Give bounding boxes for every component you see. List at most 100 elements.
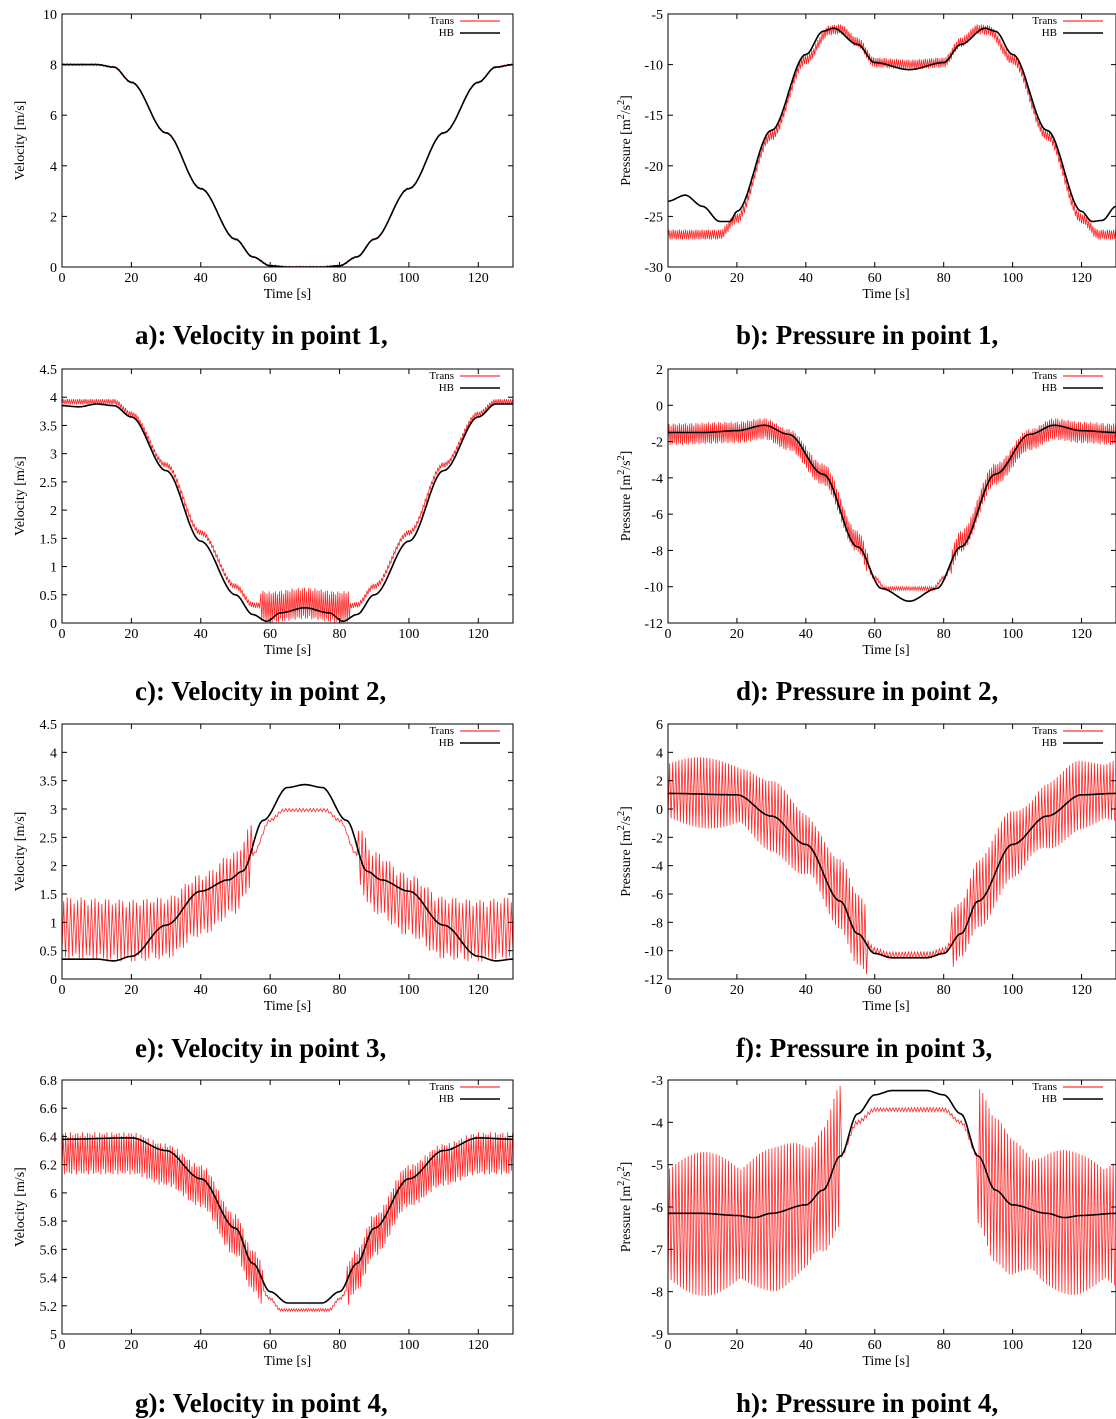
x-tick-label: 20 xyxy=(730,1338,744,1353)
x-tick-label: 60 xyxy=(263,1338,277,1353)
y-tick-label: 1.5 xyxy=(40,532,58,547)
x-tick-label: 100 xyxy=(398,1338,419,1353)
y-axis-label: Velocity [m/s] xyxy=(13,101,28,181)
chart-panel-0: 0 20 40 60 80 100 120 0 2 4 6 8 10 Time [s] Velocity [… xyxy=(13,8,514,302)
y-axis-label: Pressure [m2/s2] xyxy=(616,1162,634,1253)
y-tick-label: 6.4 xyxy=(40,1130,58,1145)
legend-label-hb: HB xyxy=(1042,737,1057,749)
plot-frame xyxy=(667,13,1116,268)
x-tick-label: 100 xyxy=(398,983,419,998)
y-tick-label: 6 xyxy=(50,109,57,124)
y-tick-label: -3 xyxy=(651,1074,663,1089)
series-line-trans xyxy=(668,1085,1115,1296)
chart-panel-3: 0 20 40 60 80 100 120 -12 -10 -8 -6 -4 -2 0 2 Time [s] P… xyxy=(616,363,1116,658)
chart-panel-1: 0 20 40 60 80 100 120 -30 -25 -20 -15 -10 -5 Time [s]… xyxy=(616,8,1116,302)
y-tick-label: 4 xyxy=(50,746,57,761)
chart-panel-4: 0 20 40 60 80 100 120 0 0.5 1 1.5 2 2.5 3 3.5 4 4.5 Time … xyxy=(13,718,514,1014)
y-tick-label: -4 xyxy=(651,860,663,875)
x-tick-label: 80 xyxy=(333,271,347,286)
y-tick-label: -6 xyxy=(651,888,663,903)
y-tick-label: 3 xyxy=(50,448,57,463)
legend-label-trans: Trans xyxy=(1032,15,1057,27)
y-tick-label: 1 xyxy=(50,916,57,931)
x-axis-label: Time [s] xyxy=(264,999,311,1014)
plot-area xyxy=(62,62,513,267)
y-tick-label: 2.5 xyxy=(40,831,58,846)
x-tick-label: 0 xyxy=(665,271,672,286)
series-line-hb xyxy=(62,783,513,962)
x-tick-label: 20 xyxy=(730,271,744,286)
y-tick-label: 5 xyxy=(50,1328,57,1343)
legend-label-hb: HB xyxy=(1042,382,1057,394)
x-axis-label: Time [s] xyxy=(264,643,311,658)
y-tick-label: -6 xyxy=(651,1201,663,1216)
x-axis-label: Time [s] xyxy=(862,999,909,1014)
series-line-trans xyxy=(668,757,1115,975)
plot-frame xyxy=(61,368,514,624)
legend-label-hb: HB xyxy=(439,737,454,749)
y-tick-label: 8 xyxy=(50,59,57,74)
y-tick-label: -2 xyxy=(651,436,663,451)
x-tick-label: 80 xyxy=(333,627,347,642)
legend-label-trans: Trans xyxy=(429,15,454,27)
x-tick-label: 0 xyxy=(665,1338,672,1353)
y-tick-label: 2 xyxy=(50,210,57,225)
x-axis-label: Time [s] xyxy=(862,1354,909,1369)
x-tick-label: 0 xyxy=(59,271,66,286)
x-tick-label: 20 xyxy=(730,983,744,998)
y-tick-label: 4 xyxy=(656,746,663,761)
y-tick-label: -6 xyxy=(651,508,663,523)
y-tick-label: -4 xyxy=(651,472,663,487)
x-tick-label: 120 xyxy=(1071,983,1092,998)
y-tick-label: 0 xyxy=(656,803,663,818)
legend-label-hb: HB xyxy=(1042,27,1057,39)
y-tick-label: 2 xyxy=(50,504,57,519)
series-line-trans xyxy=(62,62,513,267)
x-tick-label: 0 xyxy=(59,983,66,998)
x-tick-label: 80 xyxy=(937,271,951,286)
legend-label-trans: Trans xyxy=(1032,725,1057,737)
y-tick-label: 5.8 xyxy=(40,1215,58,1230)
y-tick-label: -15 xyxy=(644,109,663,124)
x-axis-label: Time [s] xyxy=(264,1354,311,1369)
y-tick-label: -12 xyxy=(644,617,663,632)
series-line-hb xyxy=(668,27,1116,223)
y-tick-label: -12 xyxy=(644,973,663,988)
x-tick-label: 100 xyxy=(1002,271,1023,286)
x-tick-label: 0 xyxy=(665,627,672,642)
x-tick-label: 60 xyxy=(868,983,882,998)
y-tick-label: -10 xyxy=(644,581,663,596)
x-tick-label: 80 xyxy=(333,983,347,998)
y-tick-label: 6 xyxy=(656,718,663,733)
y-tick-label: 6.6 xyxy=(40,1102,58,1117)
x-tick-label: 40 xyxy=(799,627,813,642)
x-axis-label: Time [s] xyxy=(264,287,311,302)
legend-label-trans: Trans xyxy=(1032,370,1057,382)
plot-area xyxy=(668,757,1116,975)
x-tick-label: 20 xyxy=(124,627,138,642)
y-tick-label: -10 xyxy=(644,59,663,74)
y-tick-label: 2 xyxy=(656,363,663,378)
y-axis-label: Velocity [m/s] xyxy=(13,456,28,536)
plot-frame xyxy=(61,1079,514,1335)
y-tick-label: 4 xyxy=(50,391,57,406)
plot-area xyxy=(62,783,513,962)
x-tick-label: 60 xyxy=(868,627,882,642)
y-tick-label: -4 xyxy=(651,1116,663,1131)
legend-label-hb: HB xyxy=(1042,1093,1057,1105)
series-line-trans xyxy=(668,418,1116,592)
y-tick-label: 0.5 xyxy=(40,945,58,960)
x-tick-label: 40 xyxy=(799,983,813,998)
series-line-hb xyxy=(62,403,513,623)
x-tick-label: 120 xyxy=(468,627,489,642)
x-axis-label: Time [s] xyxy=(862,287,909,302)
y-tick-label: 5.2 xyxy=(40,1300,58,1315)
plot-frame xyxy=(667,368,1116,624)
y-tick-label: -2 xyxy=(651,831,663,846)
y-tick-label: 2 xyxy=(656,775,663,790)
legend-label-trans: Trans xyxy=(429,1081,454,1093)
x-tick-label: 120 xyxy=(1071,627,1092,642)
x-tick-label: 0 xyxy=(59,627,66,642)
caption-h: h): Pressure in point 4, xyxy=(736,1388,999,1418)
